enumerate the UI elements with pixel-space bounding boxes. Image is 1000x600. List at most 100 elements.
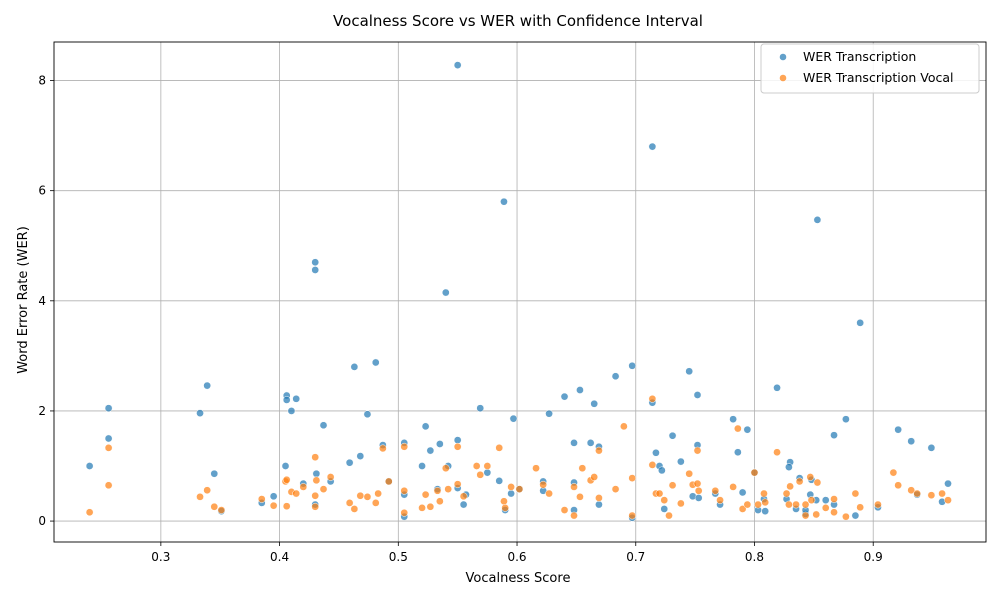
scatter-point bbox=[203, 381, 212, 390]
scatter-point bbox=[785, 500, 793, 509]
scatter-point bbox=[611, 485, 620, 493]
scatter-point bbox=[363, 493, 372, 501]
scatter-point bbox=[693, 479, 702, 488]
scatter-point bbox=[453, 436, 462, 444]
scatter-point bbox=[282, 502, 291, 511]
y-tick-label: 0 bbox=[38, 514, 46, 528]
scatter-point bbox=[813, 216, 822, 224]
scatter-point bbox=[319, 421, 328, 430]
legend-marker-wer-transcription bbox=[779, 53, 787, 61]
scatter-point bbox=[590, 473, 599, 481]
scatter-point bbox=[345, 499, 354, 507]
scatter-point bbox=[453, 61, 462, 69]
scatter-point bbox=[578, 464, 587, 473]
scatter-point bbox=[570, 439, 578, 447]
scatter-point bbox=[907, 486, 916, 495]
scatter-point bbox=[210, 469, 219, 478]
scatter-point bbox=[281, 462, 290, 470]
scatter-point bbox=[668, 481, 677, 490]
scatter-point bbox=[418, 504, 426, 512]
scatter-point bbox=[628, 511, 637, 520]
scatter-point bbox=[500, 497, 508, 506]
scatter-point bbox=[501, 504, 510, 512]
scatter-point bbox=[738, 488, 747, 497]
scatter-point bbox=[944, 479, 952, 488]
scatter-point bbox=[203, 486, 212, 495]
scatter-point bbox=[384, 477, 393, 486]
scatter-point bbox=[927, 443, 936, 452]
scatter-point bbox=[85, 508, 94, 517]
scatter-point bbox=[665, 511, 673, 520]
scatter-point bbox=[570, 511, 578, 520]
legend-label-wer-transcription-vocal: WER Transcription Vocal bbox=[803, 70, 954, 85]
scatter-point bbox=[560, 506, 569, 514]
scatter-point bbox=[453, 442, 462, 451]
scatter-point bbox=[472, 462, 481, 470]
scatter-point bbox=[685, 367, 694, 376]
scatter-point bbox=[576, 386, 584, 394]
scatter-point bbox=[734, 424, 742, 433]
scatter-point bbox=[421, 490, 430, 499]
scatter-point bbox=[400, 508, 409, 517]
scatter-point bbox=[350, 363, 359, 371]
scatter-point bbox=[655, 489, 664, 498]
scatter-point bbox=[444, 485, 453, 493]
scatter-point bbox=[801, 511, 810, 520]
scatter-point bbox=[894, 425, 902, 434]
scatter-point bbox=[773, 448, 781, 457]
legend-marker-wer-transcription-vocal bbox=[779, 74, 787, 82]
scatter-point bbox=[400, 442, 409, 451]
scatter-point bbox=[400, 486, 409, 495]
series-layer bbox=[85, 61, 952, 522]
scatter-point bbox=[104, 404, 113, 413]
scatter-point bbox=[648, 461, 657, 469]
scatter-point bbox=[595, 500, 603, 509]
scatter-point bbox=[807, 496, 816, 504]
scatter-point bbox=[379, 444, 387, 453]
scatter-point bbox=[441, 288, 450, 297]
y-axis-label: Word Error Rate (WER) bbox=[16, 226, 31, 374]
scatter-point bbox=[312, 469, 321, 478]
scatter-point bbox=[426, 446, 435, 455]
scatter-point bbox=[104, 434, 113, 443]
x-tick-label: 0.4 bbox=[270, 550, 289, 564]
scatter-point bbox=[311, 258, 320, 267]
scatter-point bbox=[509, 414, 518, 423]
scatter-point bbox=[292, 489, 301, 498]
scatter-point bbox=[658, 466, 666, 475]
scatter-point bbox=[685, 469, 694, 478]
scatter-point bbox=[801, 500, 810, 509]
scatter-point bbox=[851, 511, 860, 520]
scatter-point bbox=[363, 410, 372, 419]
scatter-point bbox=[560, 392, 569, 401]
scatter-point bbox=[648, 394, 657, 403]
scatter-point bbox=[483, 462, 492, 470]
scatter-point bbox=[830, 495, 838, 503]
scatter-point bbox=[761, 498, 770, 507]
scatter-point bbox=[856, 503, 865, 512]
scatter-point bbox=[85, 462, 94, 470]
scatter-point bbox=[459, 500, 468, 509]
x-tick-label: 0.5 bbox=[389, 550, 408, 564]
scatter-point bbox=[813, 478, 822, 487]
scatter-point bbox=[927, 491, 936, 500]
scatter-point bbox=[196, 409, 204, 417]
scatter-point bbox=[292, 394, 301, 403]
x-axis: 0.3 0.4 0.5 0.6 0.7 0.8 0.9 bbox=[151, 542, 883, 564]
scatter-point bbox=[345, 458, 354, 467]
scatter-point bbox=[842, 415, 850, 424]
scatter-point bbox=[938, 489, 946, 498]
scatter-point bbox=[894, 481, 902, 490]
grid-lines bbox=[54, 42, 986, 542]
scatter-point bbox=[532, 464, 540, 473]
scatter-point bbox=[821, 496, 830, 504]
scatter-point bbox=[830, 508, 838, 517]
x-tick-label: 0.7 bbox=[626, 550, 645, 564]
scatter-point bbox=[282, 396, 291, 404]
y-tick-label: 8 bbox=[38, 74, 46, 88]
scatter-point bbox=[311, 502, 320, 511]
scatter-point bbox=[576, 493, 584, 501]
scatter-point bbox=[716, 496, 724, 504]
scatter-point bbox=[806, 473, 815, 481]
